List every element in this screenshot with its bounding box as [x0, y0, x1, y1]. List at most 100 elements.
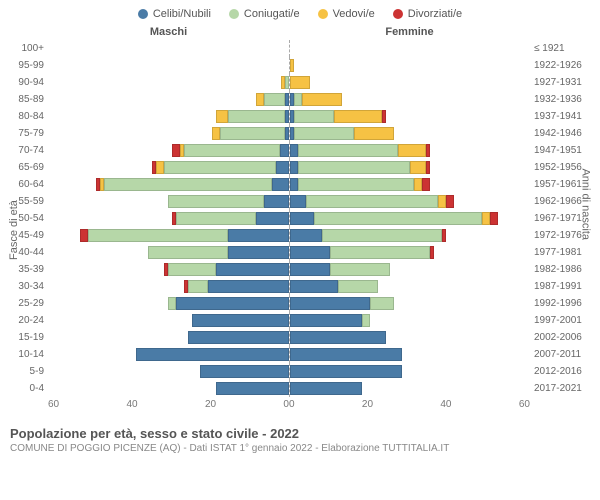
bar-group: [48, 159, 530, 176]
age-label: 30-34: [10, 281, 48, 292]
bar-female: [290, 108, 531, 125]
bar-group: [48, 74, 530, 91]
segment-married: [168, 263, 216, 276]
bar-male: [48, 346, 290, 363]
segment-widowed: [354, 127, 394, 140]
birth-year-label: 1937-1941: [530, 111, 590, 122]
segment-single: [285, 110, 289, 123]
bar-female: [290, 261, 531, 278]
header-male: Maschi: [48, 26, 289, 38]
age-label: 75-79: [10, 128, 48, 139]
x-tick: 60: [48, 399, 59, 410]
pyramid-row: 5-92012-2016: [10, 363, 590, 380]
age-label: 65-69: [10, 162, 48, 173]
segment-single: [290, 297, 370, 310]
bar-female: [290, 142, 531, 159]
bar-male: [48, 142, 290, 159]
age-label: 35-39: [10, 264, 48, 275]
segment-single: [285, 127, 289, 140]
header-female: Femmine: [289, 26, 530, 38]
age-label: 10-14: [10, 349, 48, 360]
legend-item: Vedovi/e: [318, 8, 375, 20]
bar-male: [48, 193, 290, 210]
segment-widowed: [482, 212, 490, 225]
pyramid-row: 35-39 1982-1986: [10, 261, 590, 278]
legend-label: Vedovi/e: [333, 8, 375, 20]
segment-married: [306, 195, 438, 208]
bar-group: [48, 312, 530, 329]
bar-male: [48, 295, 290, 312]
segment-divorced: [442, 229, 446, 242]
bar-group: [48, 346, 530, 363]
segment-married: [220, 127, 284, 140]
birth-year-label: 1982-1986: [530, 264, 590, 275]
segment-married: [88, 229, 228, 242]
age-label: 90-94: [10, 77, 48, 88]
age-label: 80-84: [10, 111, 48, 122]
segment-widowed: [398, 144, 426, 157]
x-tick: 40: [440, 399, 451, 410]
x-axis: 6040200 0204060: [10, 399, 590, 410]
segment-married: [184, 144, 280, 157]
segment-married: [104, 178, 272, 191]
pyramid-row: 40-441977-1981: [10, 244, 590, 261]
bar-group: [48, 227, 530, 244]
legend: Celibi/NubiliConiugati/eVedovi/eDivorzia…: [10, 8, 590, 20]
bar-group: [48, 295, 530, 312]
legend-dot-icon: [138, 9, 148, 19]
segment-married: [148, 246, 228, 259]
segment-single: [290, 314, 362, 327]
x-tick: 20: [205, 399, 216, 410]
bar-group: [48, 210, 530, 227]
bar-male: [48, 108, 290, 125]
segment-divorced: [490, 212, 498, 225]
segment-single: [290, 178, 298, 191]
bar-group: [48, 244, 530, 261]
segment-married: [314, 212, 482, 225]
segment-single: [256, 212, 288, 225]
age-label: 5-9: [10, 366, 48, 377]
bar-female: [290, 363, 531, 380]
segment-single: [264, 195, 288, 208]
segment-divorced: [80, 229, 88, 242]
segment-single: [228, 246, 288, 259]
pyramid-row: 60-641957-1961: [10, 176, 590, 193]
segment-divorced: [172, 144, 180, 157]
age-label: 95-99: [10, 60, 48, 71]
pyramid-row: 25-291992-1996: [10, 295, 590, 312]
x-tick: 0: [289, 399, 295, 410]
birth-year-label: 2007-2011: [530, 349, 590, 360]
pyramid-row: 95-991922-1926: [10, 57, 590, 74]
segment-single: [208, 280, 288, 293]
bar-female: [290, 74, 531, 91]
birth-year-label: 2002-2006: [530, 332, 590, 343]
bar-female: [290, 312, 531, 329]
bar-group: [48, 40, 530, 57]
segment-single: [290, 161, 298, 174]
segment-married: [338, 280, 378, 293]
pyramid-row: 55-591962-1966: [10, 193, 590, 210]
pyramid-row: 0-42017-2021: [10, 380, 590, 397]
segment-divorced: [422, 178, 430, 191]
pyramid-row: 30-341987-1991: [10, 278, 590, 295]
legend-label: Celibi/Nubili: [153, 8, 211, 20]
segment-married: [264, 93, 284, 106]
chart-title: Popolazione per età, sesso e stato civil…: [10, 426, 590, 441]
bar-female: [290, 193, 531, 210]
segment-married: [362, 314, 370, 327]
legend-label: Coniugati/e: [244, 8, 300, 20]
bar-male: [48, 380, 290, 397]
segment-widowed: [410, 161, 426, 174]
birth-year-label: 1942-1946: [530, 128, 590, 139]
segment-divorced: [426, 144, 430, 157]
pyramid-row: 10-14 2007-2011: [10, 346, 590, 363]
segment-single: [290, 229, 322, 242]
bar-male: [48, 329, 290, 346]
age-label: 60-64: [10, 179, 48, 190]
bar-male: [48, 74, 290, 91]
bar-female: [290, 244, 531, 261]
pyramid-row: 100+≤ 1921: [10, 40, 590, 57]
segment-married: [370, 297, 394, 310]
segment-married: [294, 127, 354, 140]
bar-group: [48, 380, 530, 397]
